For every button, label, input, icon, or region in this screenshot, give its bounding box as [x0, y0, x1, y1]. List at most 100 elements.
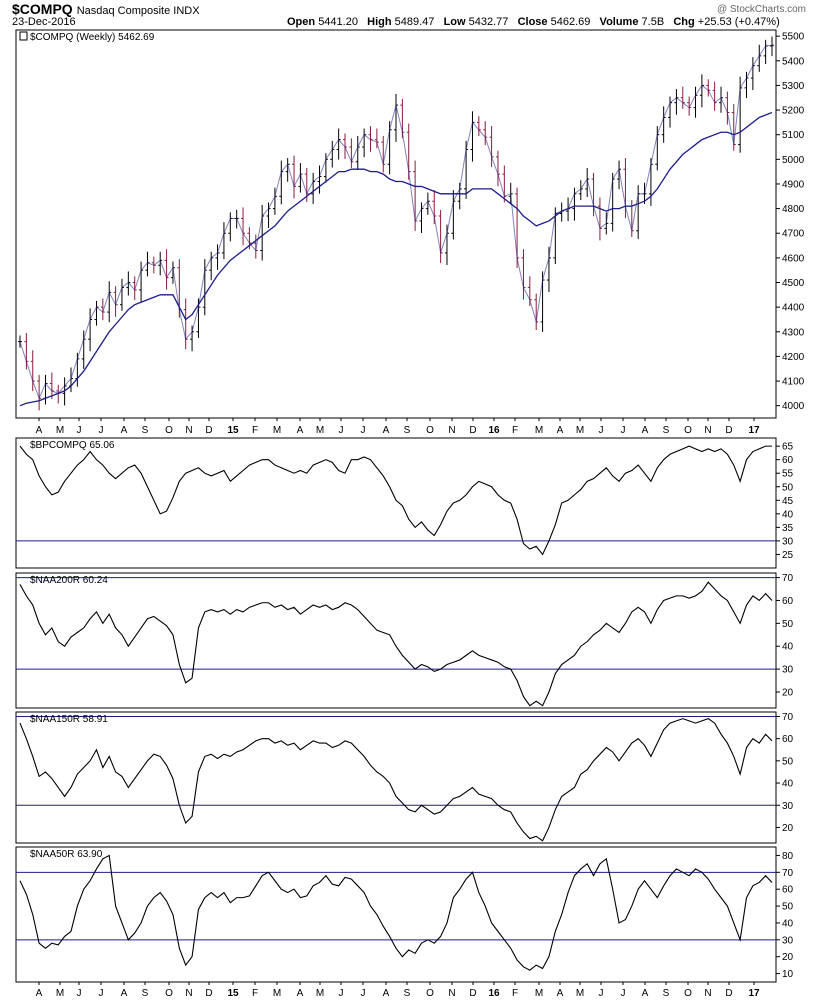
- x-tick-label: M: [56, 988, 64, 999]
- x-tick-label: 15: [227, 988, 239, 999]
- x-tick-label: A: [297, 988, 304, 999]
- panel-frame-a150: [15, 711, 777, 844]
- y-tick-label-a150: 60: [782, 734, 794, 745]
- x-tick-label: J: [77, 425, 82, 436]
- moving-average-line: [19, 111, 773, 407]
- chg-label: Chg: [673, 16, 695, 28]
- x-tick-label: 16: [488, 988, 500, 999]
- x-tick-label: M: [576, 425, 584, 436]
- x-tick-label: O: [684, 988, 692, 999]
- y-tick-label-price: 4000: [782, 401, 805, 412]
- x-tick-label: O: [426, 425, 434, 436]
- y-tick-label-price: 4400: [782, 303, 805, 314]
- y-tick-label-a50: 70: [782, 868, 794, 879]
- x-tick-label: A: [36, 988, 43, 999]
- x-tick-label: J: [99, 988, 104, 999]
- x-tick-label: S: [663, 988, 670, 999]
- y-tick-label-price: 5300: [782, 81, 805, 92]
- y-tick-label-bp: 40: [782, 509, 794, 520]
- y-tick-label-price: 4600: [782, 253, 805, 264]
- x-tick-label: M: [273, 988, 281, 999]
- brand-label: @ StockCharts.com: [716, 4, 806, 15]
- y-tick-label-bp: 60: [782, 455, 794, 466]
- open-label: Open: [287, 16, 316, 28]
- y-tick-label-a50: 30: [782, 935, 794, 946]
- x-tick-label: N: [448, 988, 455, 999]
- y-tick-label-price: 5400: [782, 56, 805, 67]
- panel-frame-bp: [15, 437, 777, 569]
- x-tick-label: N: [448, 425, 455, 436]
- y-tick-label-price: 5500: [782, 32, 805, 43]
- y-tick-label-bp: 65: [782, 442, 794, 453]
- x-tick-label: F: [512, 988, 518, 999]
- x-tick-label: J: [99, 425, 104, 436]
- indicator-line-a50: [19, 854, 773, 971]
- y-tick-label-a50: 20: [782, 952, 794, 963]
- x-tick-label: M: [576, 988, 584, 999]
- y-tick-label-a200: 40: [782, 642, 794, 653]
- x-tick-label: N: [185, 425, 192, 436]
- indicator-line-a150: [19, 718, 773, 842]
- x-tick-label: M: [535, 988, 543, 999]
- x-tick-label: S: [142, 988, 149, 999]
- ohlc-summary: Open 5441.20 High 5489.47 Low 5432.77 Cl…: [287, 16, 780, 28]
- open-value: 5441.20: [318, 16, 358, 28]
- x-tick-label: O: [165, 425, 173, 436]
- x-tick-label: A: [383, 988, 390, 999]
- y-tick-label-bp: 30: [782, 536, 794, 547]
- y-tick-label-price: 5200: [782, 106, 805, 117]
- x-tick-label: M: [316, 988, 324, 999]
- x-tick-label: A: [383, 425, 390, 436]
- x-tick-label: A: [121, 988, 128, 999]
- y-tick-label-price: 4300: [782, 327, 805, 338]
- y-tick-label-a50: 50: [782, 902, 794, 913]
- low-label: Low: [443, 16, 466, 28]
- x-tick-label: A: [642, 425, 649, 436]
- x-tick-label: S: [404, 988, 411, 999]
- chart-title: $COMPQ Nasdaq Composite INDX: [12, 1, 200, 17]
- x-tick-label: J: [621, 988, 626, 999]
- y-tick-label-price: 4100: [782, 377, 805, 388]
- x-tick-label: J: [621, 425, 626, 436]
- close-value: 5462.69: [550, 16, 591, 28]
- panel-legend-a150: $NAA150R 58.91: [30, 714, 108, 725]
- y-tick-label-price: 4800: [782, 204, 805, 215]
- high-label: High: [367, 16, 392, 28]
- chg-value: +25.53 (+0.47%): [697, 16, 780, 28]
- y-tick-label-a200: 60: [782, 596, 794, 607]
- price-close-line: [19, 44, 773, 400]
- x-tick-label: F: [252, 425, 258, 436]
- x-tick-label: J: [339, 425, 344, 436]
- y-tick-label-price: 5100: [782, 130, 805, 141]
- x-tick-label: A: [557, 988, 564, 999]
- x-tick-label: J: [361, 988, 366, 999]
- x-tick-label: O: [684, 425, 692, 436]
- x-tick-label: F: [512, 425, 518, 436]
- y-tick-label-a50: 60: [782, 885, 794, 896]
- x-tick-label: 17: [748, 988, 760, 999]
- indicator-line-bp: [19, 445, 772, 556]
- indicator-line-a200: [19, 581, 773, 707]
- x-tick-label: D: [205, 988, 212, 999]
- y-tick-label-a200: 30: [782, 665, 794, 676]
- x-tick-label: 15: [227, 425, 239, 436]
- x-tick-label: J: [361, 425, 366, 436]
- panel-frame-a50: [15, 846, 777, 983]
- y-tick-label-bp: 35: [782, 523, 794, 534]
- y-tick-label-bp: 25: [782, 550, 794, 561]
- x-tick-label: J: [339, 988, 344, 999]
- y-tick-label-a150: 30: [782, 801, 794, 812]
- y-tick-label-bp: 50: [782, 482, 794, 493]
- y-tick-label-price: 5000: [782, 155, 805, 166]
- x-tick-label: A: [297, 425, 304, 436]
- x-tick-label: D: [205, 425, 212, 436]
- y-tick-label-a150: 40: [782, 779, 794, 790]
- y-tick-label-a200: 50: [782, 619, 794, 630]
- x-tick-label: M: [316, 425, 324, 436]
- y-tick-label-a200: 70: [782, 573, 794, 584]
- x-tick-label: A: [121, 425, 128, 436]
- y-tick-label-price: 4500: [782, 278, 805, 289]
- chart-date: 23-Dec-2016: [12, 16, 76, 28]
- y-tick-label-a200: 20: [782, 687, 794, 698]
